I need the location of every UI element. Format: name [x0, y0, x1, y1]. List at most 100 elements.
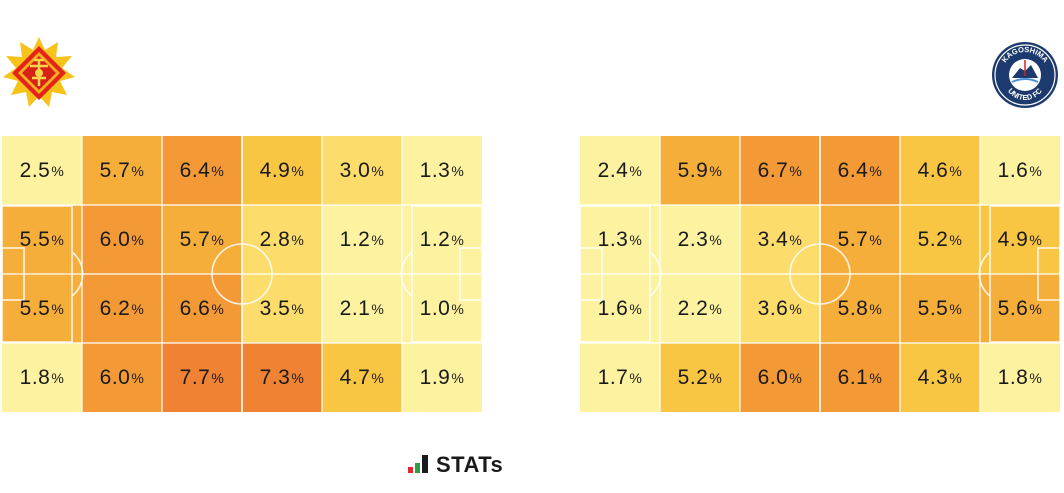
value-number: 4.7	[339, 365, 371, 389]
heatmap-cell-r3-c3	[820, 343, 900, 412]
heatmap-cell-r3-c0	[2, 343, 82, 412]
heatmap-value-label: 2.4%	[580, 136, 660, 205]
heatmap-cell-r0-c5	[980, 136, 1060, 205]
heatmap-cell-r1-c4	[322, 205, 402, 274]
heatmap-value-label: 6.4%	[162, 136, 242, 205]
value-number: 6.0	[99, 365, 131, 389]
heatmap-value-label: 6.0%	[740, 343, 820, 412]
heatmap-value-label: 5.7%	[820, 205, 900, 274]
heatmap-value-label: 5.2%	[660, 343, 740, 412]
heatmap-value-label: 6.1%	[820, 343, 900, 412]
value-unit: %	[291, 162, 305, 179]
heatmap-cell-r3-c5	[402, 343, 482, 412]
heatmap-cell-r2-c3	[242, 274, 322, 343]
value-number: 2.8	[259, 227, 291, 251]
heatmap-cell-r2-c2	[740, 274, 820, 343]
heatmap-value-label: 3.6%	[740, 274, 820, 343]
heatmap-value-label: 5.8%	[820, 274, 900, 343]
heatmap-cell-r1-c4	[900, 205, 980, 274]
heatmap-value-label: 6.0%	[82, 343, 162, 412]
value-number: 3.5	[259, 296, 291, 320]
value-unit: %	[789, 231, 803, 248]
heatmap-value-label: 5.7%	[82, 136, 162, 205]
value-number: 6.2	[99, 296, 131, 320]
value-number: 5.5	[19, 227, 51, 251]
value-unit: %	[291, 231, 305, 248]
heatmap-cell-r1-c1	[660, 205, 740, 274]
heatmap-value-label: 3.0%	[322, 136, 402, 205]
value-unit: %	[709, 369, 723, 386]
value-unit: %	[1029, 231, 1043, 248]
value-unit: %	[371, 231, 385, 248]
heatmap-value-label: 6.0%	[82, 205, 162, 274]
heatmap-right: 2.4% 5.9% 6.7% 6.4% 4.6% 1.6% 1.3% 2.3% 3.4% 5.7%…	[580, 136, 1060, 412]
heatmap-value-label: 3.5%	[242, 274, 322, 343]
heatmap-value-label: 6.6%	[162, 274, 242, 343]
heatmap-value-label: 1.2%	[322, 205, 402, 274]
heatmap-value-label: 2.3%	[660, 205, 740, 274]
value-unit: %	[629, 369, 643, 386]
heatmap-value-label: 5.2%	[900, 205, 980, 274]
heatmap-value-label: 1.0%	[402, 274, 482, 343]
value-unit: %	[869, 231, 883, 248]
value-number: 5.7	[179, 227, 211, 251]
value-unit: %	[949, 162, 963, 179]
value-number: 1.6	[597, 296, 629, 320]
value-unit: %	[949, 300, 963, 317]
heatmap-cell-r0-c0	[580, 136, 660, 205]
value-number: 6.4	[837, 158, 869, 182]
value-unit: %	[211, 162, 225, 179]
value-unit: %	[869, 300, 883, 317]
value-number: 1.3	[419, 158, 451, 182]
value-number: 1.2	[419, 227, 451, 251]
value-number: 5.7	[837, 227, 869, 251]
heatmap-value-label: 5.9%	[660, 136, 740, 205]
heatmap-value-label: 4.9%	[242, 136, 322, 205]
value-number: 5.6	[997, 296, 1029, 320]
value-number: 5.2	[917, 227, 949, 251]
value-unit: %	[51, 369, 65, 386]
value-number: 5.8	[837, 296, 869, 320]
heatmap-value-label: 5.5%	[2, 274, 82, 343]
value-unit: %	[51, 231, 65, 248]
value-unit: %	[789, 369, 803, 386]
heatmap-cell-r0-c4	[900, 136, 980, 205]
heatmap-cell-r2-c1	[82, 274, 162, 343]
value-unit: %	[451, 231, 465, 248]
value-number: 6.7	[757, 158, 789, 182]
heatmap-cell-r1-c3	[820, 205, 900, 274]
value-number: 5.9	[677, 158, 709, 182]
heatmap-value-label: 5.7%	[162, 205, 242, 274]
heatmap-value-label: 6.4%	[820, 136, 900, 205]
value-number: 2.5	[19, 158, 51, 182]
value-number: 1.3	[597, 227, 629, 251]
heatmap-cell-r0-c1	[660, 136, 740, 205]
value-unit: %	[131, 162, 145, 179]
heatmap-cell-r0-c5	[402, 136, 482, 205]
heatmap-value-label: 1.6%	[580, 274, 660, 343]
value-number: 2.4	[597, 158, 629, 182]
value-number: 5.5	[917, 296, 949, 320]
value-unit: %	[451, 300, 465, 317]
heatmap-cell-r0-c2	[162, 136, 242, 205]
heatmap-value-label: 4.6%	[900, 136, 980, 205]
heatmap-cell-r1-c2	[740, 205, 820, 274]
heatmap-cell-r3-c4	[322, 343, 402, 412]
value-number: 1.6	[997, 158, 1029, 182]
value-unit: %	[211, 231, 225, 248]
value-number: 1.2	[339, 227, 371, 251]
heatmap-svg	[580, 136, 1060, 412]
value-unit: %	[131, 300, 145, 317]
value-unit: %	[291, 369, 305, 386]
heatmap-value-label: 6.2%	[82, 274, 162, 343]
heatmap-value-label: 2.8%	[242, 205, 322, 274]
heatmap-value-label: 7.3%	[242, 343, 322, 412]
heatmap-cell-r1-c0	[2, 205, 82, 274]
value-number: 6.1	[837, 365, 869, 389]
cell-borders	[2, 136, 482, 412]
value-number: 7.3	[259, 365, 291, 389]
heatmap-cell-r2-c4	[322, 274, 402, 343]
team-logo-right: KAGOSHIMA UNITED FC	[990, 40, 1060, 110]
value-unit: %	[869, 162, 883, 179]
value-number: 2.2	[677, 296, 709, 320]
